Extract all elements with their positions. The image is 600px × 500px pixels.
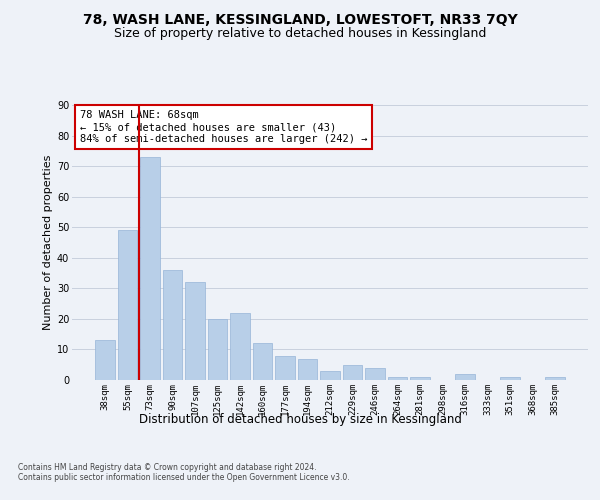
Text: Distribution of detached houses by size in Kessingland: Distribution of detached houses by size … — [139, 412, 461, 426]
Bar — [118, 230, 137, 380]
Bar — [320, 371, 340, 380]
Bar — [545, 377, 565, 380]
Text: 78 WASH LANE: 68sqm
← 15% of detached houses are smaller (43)
84% of semi-detach: 78 WASH LANE: 68sqm ← 15% of detached ho… — [80, 110, 367, 144]
Bar — [455, 374, 475, 380]
Bar — [500, 377, 520, 380]
Bar — [365, 368, 385, 380]
Y-axis label: Number of detached properties: Number of detached properties — [43, 155, 53, 330]
Bar — [163, 270, 182, 380]
Bar — [185, 282, 205, 380]
Bar — [230, 313, 250, 380]
Bar — [208, 319, 227, 380]
Text: Contains HM Land Registry data © Crown copyright and database right 2024.
Contai: Contains HM Land Registry data © Crown c… — [18, 462, 350, 482]
Bar — [95, 340, 115, 380]
Text: Size of property relative to detached houses in Kessingland: Size of property relative to detached ho… — [114, 28, 486, 40]
Bar — [140, 157, 160, 380]
Bar — [298, 358, 317, 380]
Bar — [253, 344, 272, 380]
Bar — [275, 356, 295, 380]
Bar — [388, 377, 407, 380]
Text: 78, WASH LANE, KESSINGLAND, LOWESTOFT, NR33 7QY: 78, WASH LANE, KESSINGLAND, LOWESTOFT, N… — [83, 12, 517, 26]
Bar — [343, 364, 362, 380]
Bar — [410, 377, 430, 380]
